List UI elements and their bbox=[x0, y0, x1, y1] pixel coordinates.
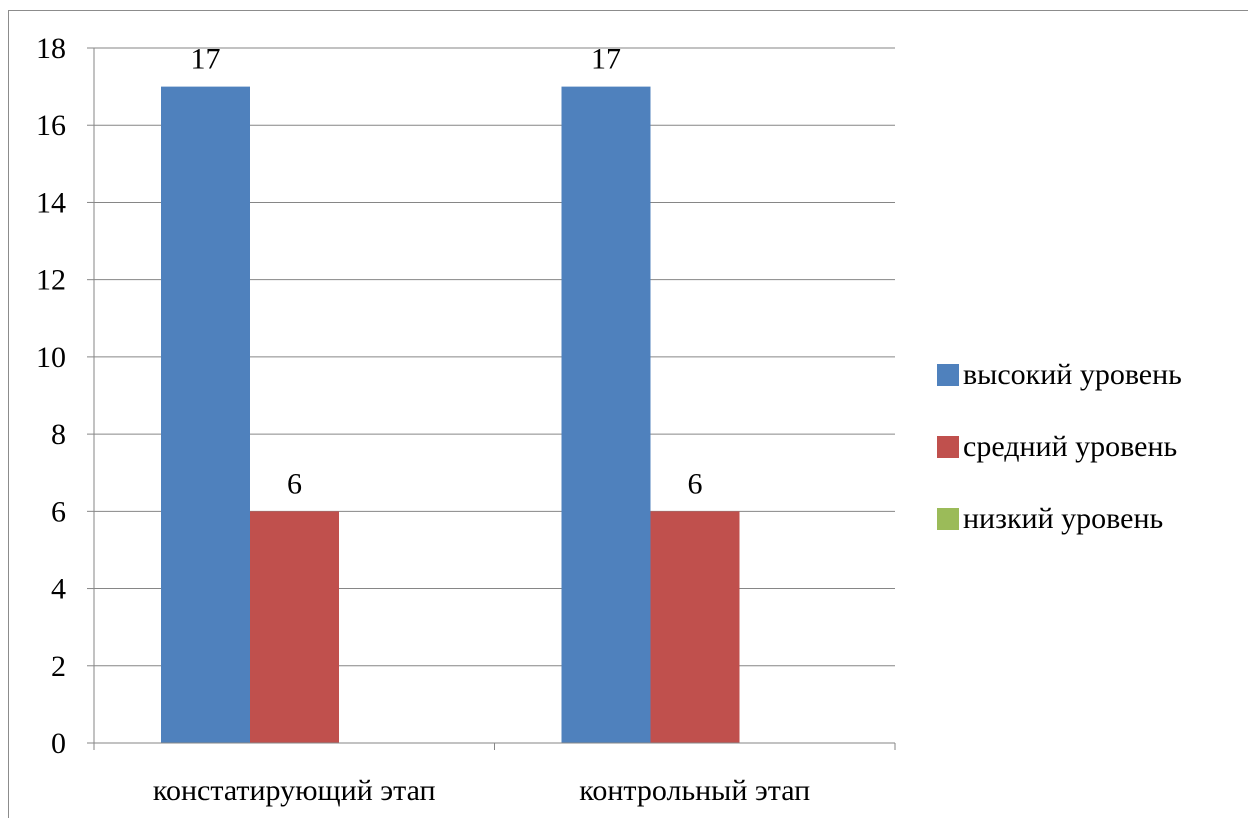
y-tick-label: 10 bbox=[36, 341, 66, 374]
legend-item-low: низкий уровень bbox=[937, 501, 1182, 537]
bar bbox=[561, 86, 651, 744]
y-tick-label: 2 bbox=[51, 650, 66, 683]
bar bbox=[250, 511, 339, 743]
y-tick-label: 16 bbox=[36, 109, 66, 142]
legend-swatch-medium bbox=[937, 436, 959, 458]
y-tick-label: 12 bbox=[36, 264, 66, 297]
legend-label-medium: средний уровень bbox=[963, 430, 1178, 463]
legend: высокий уровень средний уровень низкий у… bbox=[937, 357, 1182, 537]
y-tick-label: 6 bbox=[51, 495, 66, 528]
y-tick-label: 0 bbox=[51, 727, 66, 760]
legend-item-high: высокий уровень bbox=[937, 357, 1182, 393]
y-tick-label: 18 bbox=[36, 32, 66, 65]
bar bbox=[650, 511, 740, 743]
y-tick-label: 8 bbox=[51, 418, 66, 451]
chart-frame bbox=[8, 10, 1248, 818]
x-category-label: контрольный этап bbox=[579, 774, 810, 807]
legend-swatch-low bbox=[937, 508, 959, 530]
legend-swatch-high bbox=[937, 364, 959, 386]
data-label: 6 bbox=[688, 467, 703, 500]
legend-item-medium: средний уровень bbox=[937, 429, 1182, 465]
y-tick-label: 14 bbox=[36, 186, 66, 219]
data-label: 17 bbox=[591, 43, 621, 76]
y-tick-label: 4 bbox=[51, 573, 66, 606]
data-label: 6 bbox=[287, 467, 302, 500]
x-category-label: констатирующий этап bbox=[153, 774, 436, 807]
bar bbox=[161, 86, 250, 744]
legend-label-high: высокий уровень bbox=[963, 358, 1182, 391]
data-label: 17 bbox=[191, 43, 221, 76]
legend-label-low: низкий уровень bbox=[963, 502, 1164, 535]
